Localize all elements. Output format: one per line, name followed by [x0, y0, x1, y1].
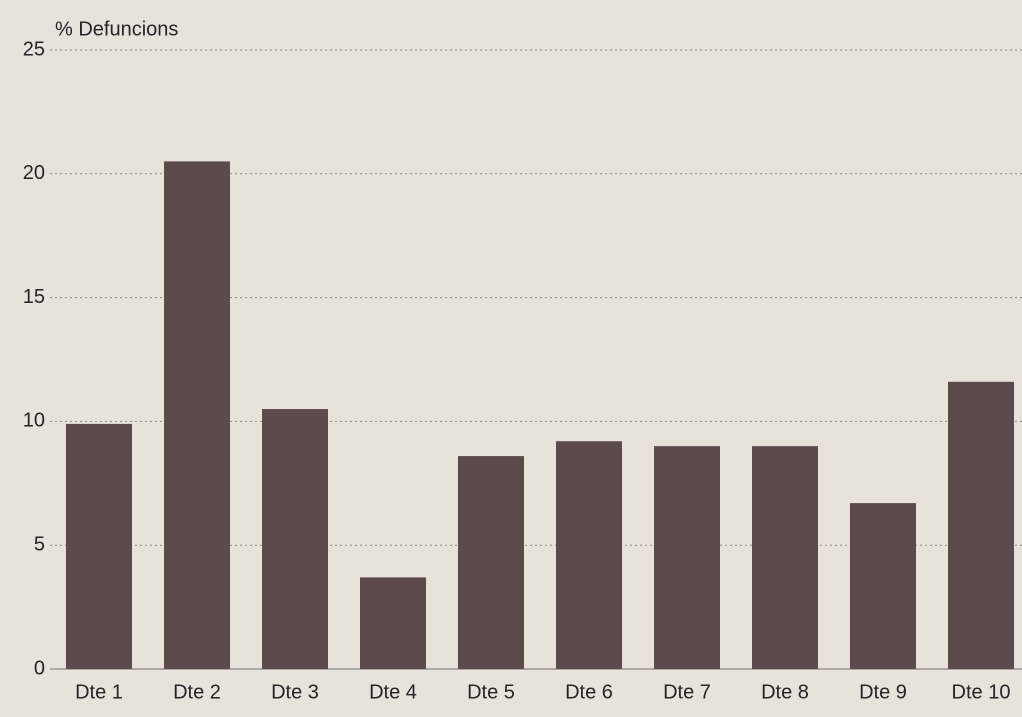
- x-tick-label: Dte 1: [75, 681, 123, 703]
- x-tick-label: Dte 5: [467, 681, 515, 703]
- bar: [850, 503, 916, 669]
- y-tick-label: 10: [23, 410, 45, 432]
- x-tick-label: Dte 4: [369, 681, 417, 703]
- x-tick-label: Dte 7: [663, 681, 711, 703]
- bar: [360, 577, 426, 669]
- x-tick-label: Dte 9: [859, 681, 907, 703]
- y-tick-label: 15: [23, 286, 45, 308]
- bar: [654, 446, 720, 669]
- x-tick-label: Dte 10: [952, 681, 1011, 703]
- bar: [164, 161, 230, 670]
- bar: [752, 446, 818, 669]
- y-tick-label: 0: [34, 657, 45, 679]
- x-tick-label: Dte 8: [761, 681, 809, 703]
- x-tick-label: Dte 2: [173, 681, 221, 703]
- y-axis-label: % Defuncions: [55, 18, 178, 40]
- bar: [458, 456, 524, 669]
- x-tick-label: Dte 3: [271, 681, 319, 703]
- bar: [66, 423, 132, 669]
- x-tick-label: Dte 6: [565, 681, 613, 703]
- bar: [948, 381, 1014, 669]
- y-tick-label: 20: [23, 162, 45, 184]
- bar: [556, 441, 622, 669]
- y-tick-label: 25: [23, 38, 45, 60]
- y-tick-label: 5: [34, 533, 45, 555]
- bar: [262, 409, 328, 669]
